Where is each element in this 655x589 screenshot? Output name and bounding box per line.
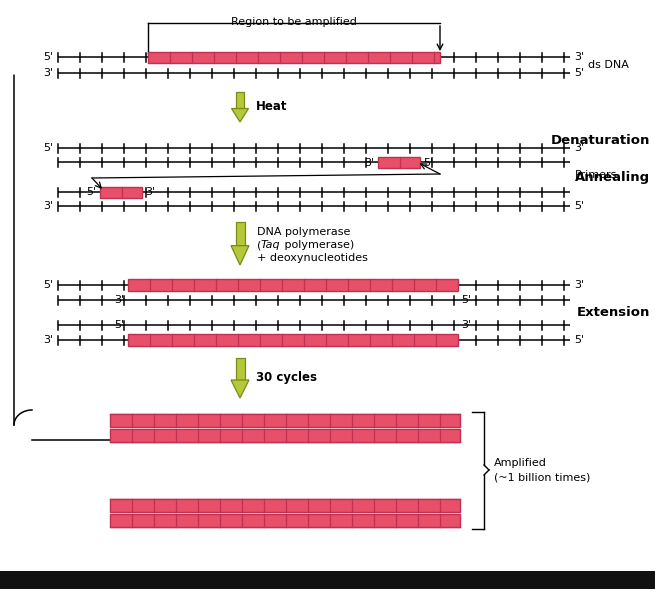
- Bar: [236, 358, 244, 380]
- Text: 3': 3': [574, 52, 584, 62]
- Polygon shape: [231, 246, 249, 265]
- Bar: [110, 514, 460, 527]
- Bar: [128, 279, 458, 291]
- Bar: [128, 334, 458, 346]
- Bar: [110, 498, 460, 511]
- Text: 30 cycles: 30 cycles: [256, 372, 317, 385]
- Text: 5': 5': [43, 143, 53, 153]
- Polygon shape: [231, 108, 248, 122]
- Text: Primers: Primers: [575, 170, 618, 180]
- Bar: [378, 157, 420, 167]
- Text: 3': 3': [43, 335, 53, 345]
- Text: Denaturation: Denaturation: [551, 134, 650, 147]
- Text: 3': 3': [114, 295, 124, 305]
- Text: Region to be amplified: Region to be amplified: [231, 17, 357, 27]
- Text: 3': 3': [574, 280, 584, 290]
- Text: 5': 5': [574, 335, 584, 345]
- Text: Heat: Heat: [256, 101, 288, 114]
- Text: 5': 5': [114, 320, 124, 330]
- Text: polymerase): polymerase): [281, 240, 354, 250]
- Text: Taq: Taq: [261, 240, 280, 250]
- Text: 5': 5': [43, 280, 53, 290]
- Polygon shape: [231, 380, 249, 398]
- Bar: [0, 571, 655, 589]
- Text: 5': 5': [43, 52, 53, 62]
- Text: 5': 5': [423, 158, 433, 168]
- Bar: [236, 92, 244, 108]
- Text: 3': 3': [43, 201, 53, 211]
- Text: + deoxynucleotides: + deoxynucleotides: [257, 253, 368, 263]
- Bar: [110, 429, 460, 442]
- Text: DNA polymerase: DNA polymerase: [257, 227, 350, 237]
- Text: Amplified
(~1 billion times): Amplified (~1 billion times): [494, 458, 590, 482]
- Text: 3': 3': [145, 187, 155, 197]
- Text: 5': 5': [574, 201, 584, 211]
- Text: Extension: Extension: [576, 306, 650, 319]
- Text: 5': 5': [86, 187, 96, 197]
- Text: ds DNA: ds DNA: [588, 60, 629, 70]
- Bar: [100, 187, 142, 197]
- Bar: [148, 51, 440, 62]
- Text: 5': 5': [574, 68, 584, 78]
- Bar: [236, 222, 244, 246]
- Text: 3': 3': [43, 68, 53, 78]
- Bar: [110, 413, 460, 426]
- Text: (: (: [257, 240, 261, 250]
- Text: 3': 3': [574, 143, 584, 153]
- Text: 5': 5': [461, 295, 471, 305]
- Text: Annealing: Annealing: [575, 170, 650, 184]
- Text: 3': 3': [364, 158, 374, 168]
- Text: 3': 3': [461, 320, 471, 330]
